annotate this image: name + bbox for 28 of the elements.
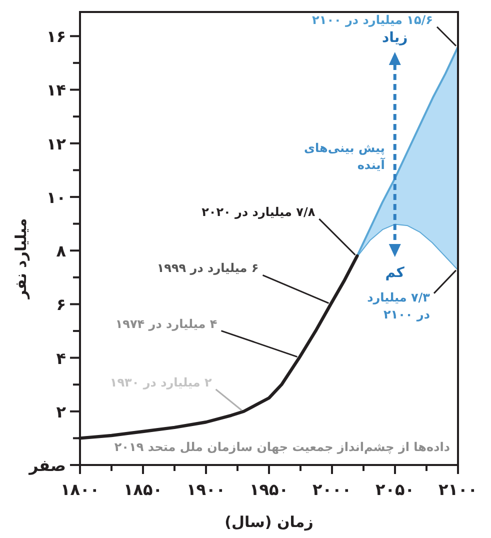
x-tick-label: ۱۹۰۰	[186, 480, 226, 499]
y-tick-label: ۱۰	[46, 188, 66, 207]
x-tick-label: ۲۰۰۰	[312, 480, 352, 499]
annotation: ۱۵/۶ میلیارد در ۲۱۰۰	[312, 12, 433, 27]
annotation: ۴ میلیارد در ۱۹۷۴	[115, 316, 218, 331]
y-tick-label: ۱۶	[46, 27, 66, 46]
y-tick-label: صفر	[28, 456, 66, 475]
y-tick-label: ۶	[56, 295, 66, 314]
annotation: زیاد	[382, 30, 408, 46]
x-tick-label: ۱۹۵۰	[249, 480, 289, 499]
y-tick-label: ۱۴	[46, 80, 66, 100]
annotation: کم	[385, 265, 406, 281]
annotation: ۷/۸ میلیارد در ۲۰۲۰	[202, 204, 316, 219]
annotation: ۷/۳ میلیارد در ۲۱۰۰	[367, 290, 431, 322]
y-tick-label: ۱۲	[46, 134, 66, 154]
annotation: داده‌ها از چشم‌انداز جمعیت جهان سازمان ملل متحد ۲۰۱۹	[114, 440, 450, 454]
y-axis-title: میلیارد نفر	[12, 218, 30, 300]
x-tick-label: ۱۸۰۰	[60, 480, 100, 499]
x-tick-label: ۱۸۵۰	[123, 480, 163, 499]
annotation: پیش بینی‌های آینده	[304, 141, 386, 172]
y-tick-label: ۴	[56, 348, 66, 368]
x-tick-label: ۲۰۵۰	[375, 480, 415, 499]
y-tick-label: ۲	[56, 402, 66, 422]
y-tick-label: ۸	[56, 242, 66, 261]
x-tick-label: ۲۱۰۰	[438, 480, 478, 499]
x-axis-title: زمان (سال)	[224, 513, 314, 531]
annotation: ۲ میلیارد در ۱۹۳۰	[110, 375, 212, 390]
annotation: ۶ میلیارد در ۱۹۹۹	[156, 261, 259, 276]
